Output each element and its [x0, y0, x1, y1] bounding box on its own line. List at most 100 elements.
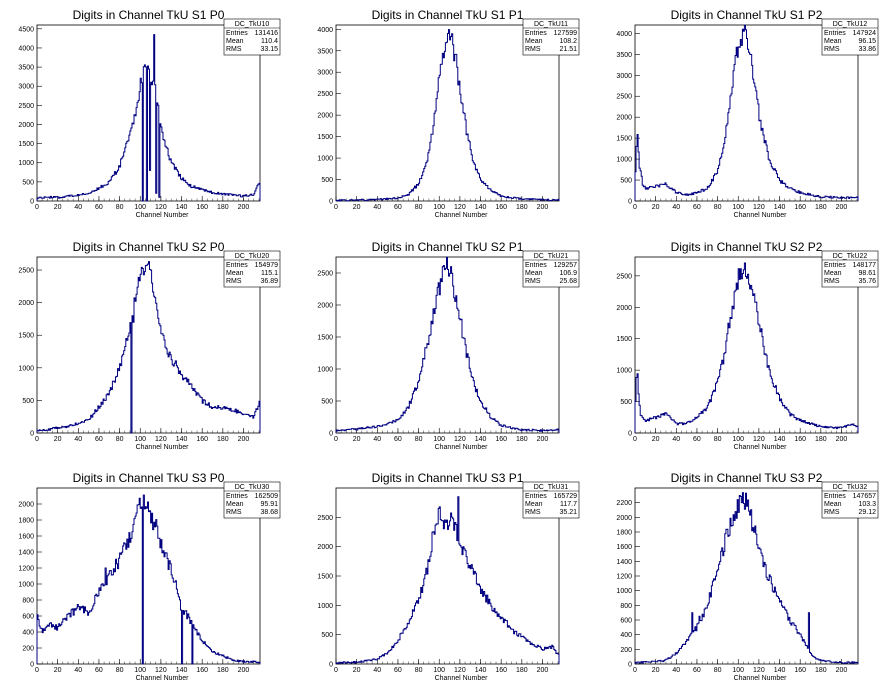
x-tick-label: 40: [74, 204, 82, 211]
stats-box-frame: [522, 250, 580, 288]
chart-title: Digits in Channel TkU S1 P1: [372, 8, 524, 22]
stats-name: DC_TkU11: [534, 21, 568, 28]
y-tick-label: 0: [30, 199, 34, 206]
y-tick-label: 0: [628, 662, 632, 669]
y-tick-label: 600: [620, 618, 632, 625]
x-tick-label: 20: [353, 436, 361, 443]
stats-box: DC_TkU11 Entries 127599 Mean 108.2 RMS 21.51: [522, 18, 580, 56]
y-tick-label: 4000: [317, 27, 333, 34]
stats-value-rms: 35.21: [559, 509, 577, 516]
x-axis-label: Channel Number: [136, 212, 190, 219]
stats-label-entries: Entries: [824, 262, 846, 269]
x-tick-label: 0: [633, 667, 637, 674]
y-tick-label: 1800: [616, 530, 632, 537]
y-tick-label: 0: [628, 199, 632, 206]
x-axis-label: Channel Number: [435, 212, 489, 219]
x-tick-label: 80: [116, 204, 124, 211]
x-tick-label: 140: [475, 436, 487, 443]
y-tick-label: 4000: [18, 45, 34, 52]
x-tick-label: 80: [714, 667, 722, 674]
x-tick-label: 40: [373, 204, 381, 211]
stats-label-mean: Mean: [226, 501, 244, 508]
stats-value-entries: 127599: [554, 30, 577, 37]
x-tick-label: 160: [794, 436, 806, 443]
x-tick-label: 180: [217, 436, 229, 443]
x-tick-label: 140: [774, 436, 786, 443]
stats-value-entries: 147924: [853, 30, 876, 37]
stats-value-rms: 38.68: [260, 509, 278, 516]
stats-label-mean: Mean: [525, 270, 543, 277]
x-tick-label: 40: [74, 436, 82, 443]
x-tick-label: 140: [176, 204, 188, 211]
y-tick-label: 1000: [616, 157, 632, 164]
x-tick-label: 100: [433, 436, 445, 443]
x-tick-label: 200: [537, 436, 549, 443]
x-tick-label: 100: [433, 204, 445, 211]
x-tick-label: 80: [415, 204, 423, 211]
x-tick-label: 20: [54, 436, 62, 443]
x-tick-label: 60: [95, 436, 103, 443]
y-tick-label: 2500: [616, 273, 632, 280]
y-tick-label: 1500: [317, 335, 333, 342]
stats-box: DC_TkU22 Entries 148177 Mean 98.61 RMS 35.76: [821, 250, 879, 288]
x-tick-label: 60: [394, 204, 402, 211]
y-tick-label: 1500: [317, 134, 333, 141]
histogram-series: [634, 262, 859, 433]
stats-label-rms: RMS: [824, 46, 840, 53]
stats-value-entries: 131416: [255, 30, 278, 37]
y-tick-label: 0: [329, 199, 333, 206]
x-tick-label: 80: [415, 436, 423, 443]
x-tick-label: 100: [433, 667, 445, 674]
stats-label-entries: Entries: [824, 493, 846, 500]
chart-title: Digits in Channel TkU S1 P2: [671, 8, 823, 22]
stats-label-rms: RMS: [824, 278, 840, 285]
plot-frame: [36, 487, 261, 665]
stats-value-rms: 35.76: [858, 278, 876, 285]
x-axis-label: Channel Number: [435, 675, 489, 682]
histogram-series: [335, 29, 560, 202]
histogram-series: [335, 496, 560, 664]
x-tick-label: 120: [753, 436, 765, 443]
stats-label-mean: Mean: [226, 38, 244, 45]
x-axis-label: Channel Number: [136, 444, 190, 451]
stats-value-mean: 115.1: [261, 270, 278, 277]
x-tick-label: 40: [672, 204, 680, 211]
x-tick-label: 120: [454, 204, 466, 211]
x-tick-label: 160: [196, 204, 208, 211]
y-tick-label: 600: [22, 614, 34, 621]
y-tick-label: 1400: [616, 559, 632, 566]
x-tick-label: 0: [334, 667, 338, 674]
stats-label-entries: Entries: [824, 30, 846, 37]
stats-box: DC_TkU20 Entries 154979 Mean 115.1 RMS 36.89: [223, 250, 281, 288]
y-tick-label: 1000: [18, 582, 34, 589]
y-tick-label: 2500: [317, 91, 333, 98]
stats-value-rms: 36.89: [260, 278, 278, 285]
x-tick-label: 180: [815, 667, 827, 674]
x-tick-label: 200: [238, 204, 250, 211]
histogram-series: [36, 494, 261, 665]
chart-title: Digits in Channel TkU S2 P2: [671, 240, 823, 254]
x-tick-label: 140: [774, 667, 786, 674]
x-tick-label: 20: [353, 204, 361, 211]
stats-label-entries: Entries: [525, 493, 547, 500]
y-tick-label: 2500: [317, 515, 333, 522]
x-tick-label: 60: [394, 667, 402, 674]
stats-box-frame: [223, 250, 281, 288]
stats-value-rms: 29.12: [858, 509, 876, 516]
y-tick-label: 1000: [18, 365, 34, 372]
x-tick-label: 40: [672, 667, 680, 674]
x-tick-label: 0: [334, 436, 338, 443]
stats-box: DC_TkU30 Entries 162509 Mean 95.91 RMS 38.68: [223, 481, 281, 519]
stats-value-mean: 98.61: [858, 270, 876, 277]
y-tick-label: 3500: [616, 52, 632, 59]
stats-label-rms: RMS: [226, 46, 242, 53]
stats-value-rms: 25.68: [559, 278, 577, 285]
x-tick-label: 80: [116, 436, 124, 443]
y-tick-label: 500: [321, 399, 333, 406]
x-tick-label: 0: [633, 436, 637, 443]
x-tick-label: 100: [134, 204, 146, 211]
y-tick-label: 1000: [616, 588, 632, 595]
y-tick-label: 4500: [18, 26, 34, 33]
x-tick-label: 40: [74, 667, 82, 674]
